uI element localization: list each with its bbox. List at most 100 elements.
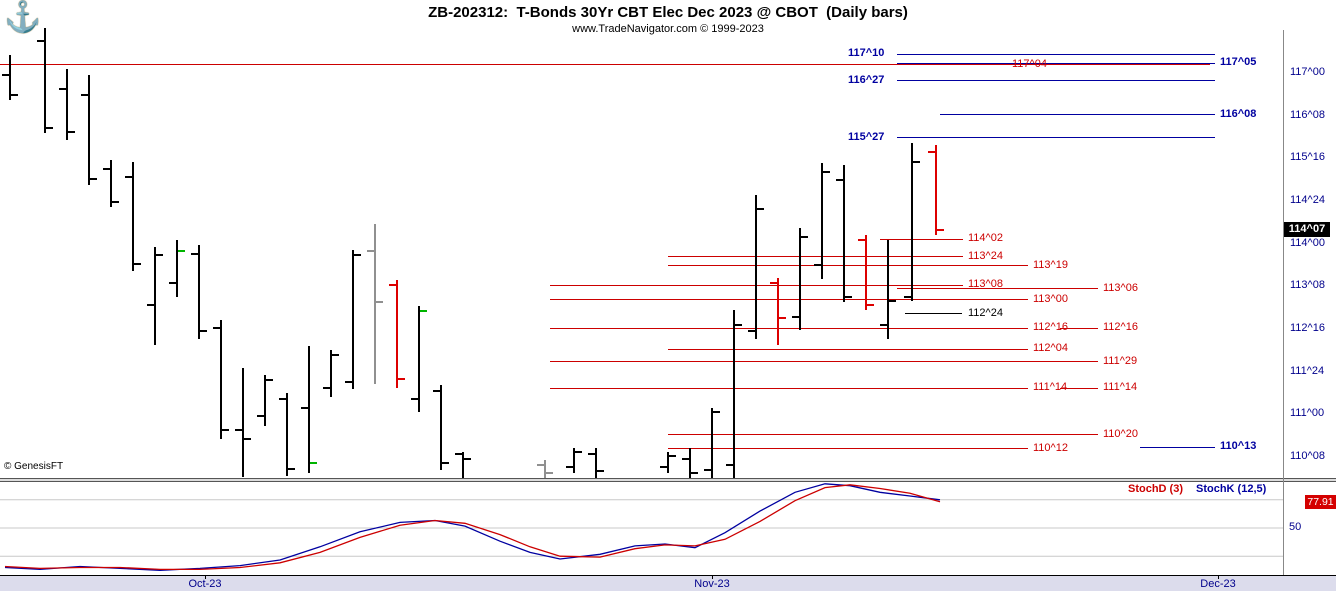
ohlc-bar-close-tick	[913, 160, 920, 163]
price-level-label: 117^05	[1220, 56, 1257, 69]
ohlc-bar-stem	[88, 74, 90, 185]
ohlc-bar-close-tick	[669, 455, 676, 458]
support-resistance-line	[668, 448, 1028, 450]
ohlc-bar-close-tick	[288, 468, 295, 471]
ohlc-bar-stem	[176, 239, 178, 297]
ohlc-bar-close-tick	[464, 457, 471, 460]
ohlc-bar-close-tick	[222, 429, 229, 432]
support-resistance-line	[550, 387, 1028, 389]
ohlc-bar-open-tick	[726, 463, 733, 466]
ohlc-bar-close-tick	[244, 437, 251, 440]
ohlc-bar-stem	[799, 227, 801, 331]
ohlc-bar-stem	[887, 239, 889, 340]
time-axis-tick	[1218, 575, 1219, 579]
price-level-label: 116^27	[848, 73, 885, 86]
ohlc-bar-open-tick	[367, 250, 374, 253]
price-level-label: 110^20	[1103, 427, 1138, 440]
pane-splitter[interactable]	[0, 478, 1336, 482]
support-resistance-line	[905, 313, 962, 315]
chart-title: ZB-202312: T-Bonds 30Yr CBT Elec Dec 202…	[428, 4, 908, 21]
ohlc-bar-open-tick	[2, 73, 9, 76]
time-axis-label: Oct-23	[188, 578, 222, 590]
ohlc-bar-stem	[711, 407, 713, 479]
price-axis-label: 113^08	[1290, 279, 1325, 292]
ohlc-bar-close-tick	[200, 329, 207, 332]
ohlc-bar-close-tick	[398, 378, 405, 381]
ohlc-bar-stem	[418, 306, 420, 413]
price-level-label: 110^13	[1220, 440, 1257, 453]
price-level-label: 111^14	[1033, 381, 1068, 394]
support-resistance-line	[550, 299, 1028, 301]
ohlc-bar-close-tick	[310, 462, 317, 465]
ohlc-bar-close-tick	[597, 470, 604, 473]
price-level-label: 113^08	[968, 278, 1003, 291]
ohlc-bar-close-tick	[332, 354, 339, 357]
stochd-legend[interactable]: StochD (3)	[1128, 483, 1183, 495]
ohlc-bar-stem	[667, 452, 669, 474]
price-level-label: 113^24	[968, 249, 1003, 262]
price-level-label: 113^06	[1103, 281, 1138, 294]
support-resistance-line	[668, 265, 1028, 267]
ohlc-bar-close-tick	[575, 451, 582, 454]
time-axis[interactable]	[0, 575, 1336, 591]
time-axis-label: Dec-23	[1200, 578, 1236, 590]
ohlc-bar-stem	[44, 27, 46, 134]
price-level-label: 111^14	[1103, 381, 1138, 394]
ohlc-bar-open-tick	[748, 329, 755, 332]
support-resistance-line	[897, 137, 1215, 139]
price-level-label: 110^12	[1033, 441, 1068, 454]
ohlc-bar-open-tick	[147, 304, 154, 307]
price-level-label: 117^04	[1012, 57, 1047, 70]
time-axis-tick	[712, 575, 713, 579]
ohlc-bar-stem	[573, 447, 575, 474]
ohlc-bar-stem	[755, 194, 757, 340]
ohlc-bar-open-tick	[213, 327, 220, 330]
ohlc-bar-stem	[9, 54, 11, 101]
ohlc-bar-open-tick	[125, 176, 132, 179]
price-axis-separator	[1283, 30, 1284, 575]
ohlc-bar-open-tick	[537, 463, 544, 466]
ohlc-bar-open-tick	[81, 93, 88, 96]
stochk-line	[4, 483, 941, 571]
ohlc-bar-stem	[330, 349, 332, 398]
support-resistance-line	[668, 256, 963, 258]
ohlc-bar-open-tick	[279, 398, 286, 401]
stoch-scale-label: 50	[1289, 521, 1302, 533]
ohlc-bar-stem	[935, 144, 937, 235]
ohlc-bar-stem	[777, 277, 779, 346]
ohlc-bar-open-tick	[566, 466, 573, 469]
ohlc-bar-open-tick	[433, 389, 440, 392]
price-axis-label: 116^08	[1290, 108, 1325, 121]
support-resistance-line	[1140, 446, 1215, 448]
ohlc-bar-stem	[374, 224, 376, 384]
ohlc-bar-stem	[440, 384, 442, 471]
price-chart-pane[interactable]	[0, 22, 1283, 478]
price-axis-label: 112^16	[1290, 322, 1325, 335]
support-resistance-line	[668, 348, 1028, 350]
ohlc-bar-close-tick	[266, 379, 273, 382]
time-axis-tick	[205, 575, 206, 579]
stochastic-plot	[0, 483, 1283, 571]
ohlc-bar-open-tick	[904, 295, 911, 298]
support-resistance-line	[0, 64, 1210, 66]
ohlc-bar-open-tick	[169, 281, 176, 284]
genesisft-copyright: © GenesisFT	[4, 461, 64, 472]
ohlc-bar-stem	[595, 447, 597, 478]
ohlc-bar-close-tick	[735, 324, 742, 327]
ohlc-bar-open-tick	[323, 386, 330, 389]
ohlc-bar-close-tick	[713, 411, 720, 414]
price-level-label: 111^29	[1103, 354, 1138, 367]
price-level-label: 112^16	[1103, 321, 1138, 334]
ohlc-bar-stem	[843, 165, 845, 303]
ohlc-bar-close-tick	[11, 93, 18, 96]
ohlc-bar-open-tick	[880, 324, 887, 327]
stochk-legend[interactable]: StochK (12,5)	[1196, 483, 1267, 495]
ohlc-bar-stem	[242, 367, 244, 478]
ohlc-bar-close-tick	[112, 200, 119, 203]
ohlc-bar-close-tick	[68, 130, 75, 133]
ohlc-bar-stem	[396, 279, 398, 388]
chart-watermark: www.TradeNavigator.com © 1999-2023	[572, 23, 764, 35]
support-resistance-line	[1060, 387, 1098, 389]
ohlc-bar-close-tick	[46, 126, 53, 129]
